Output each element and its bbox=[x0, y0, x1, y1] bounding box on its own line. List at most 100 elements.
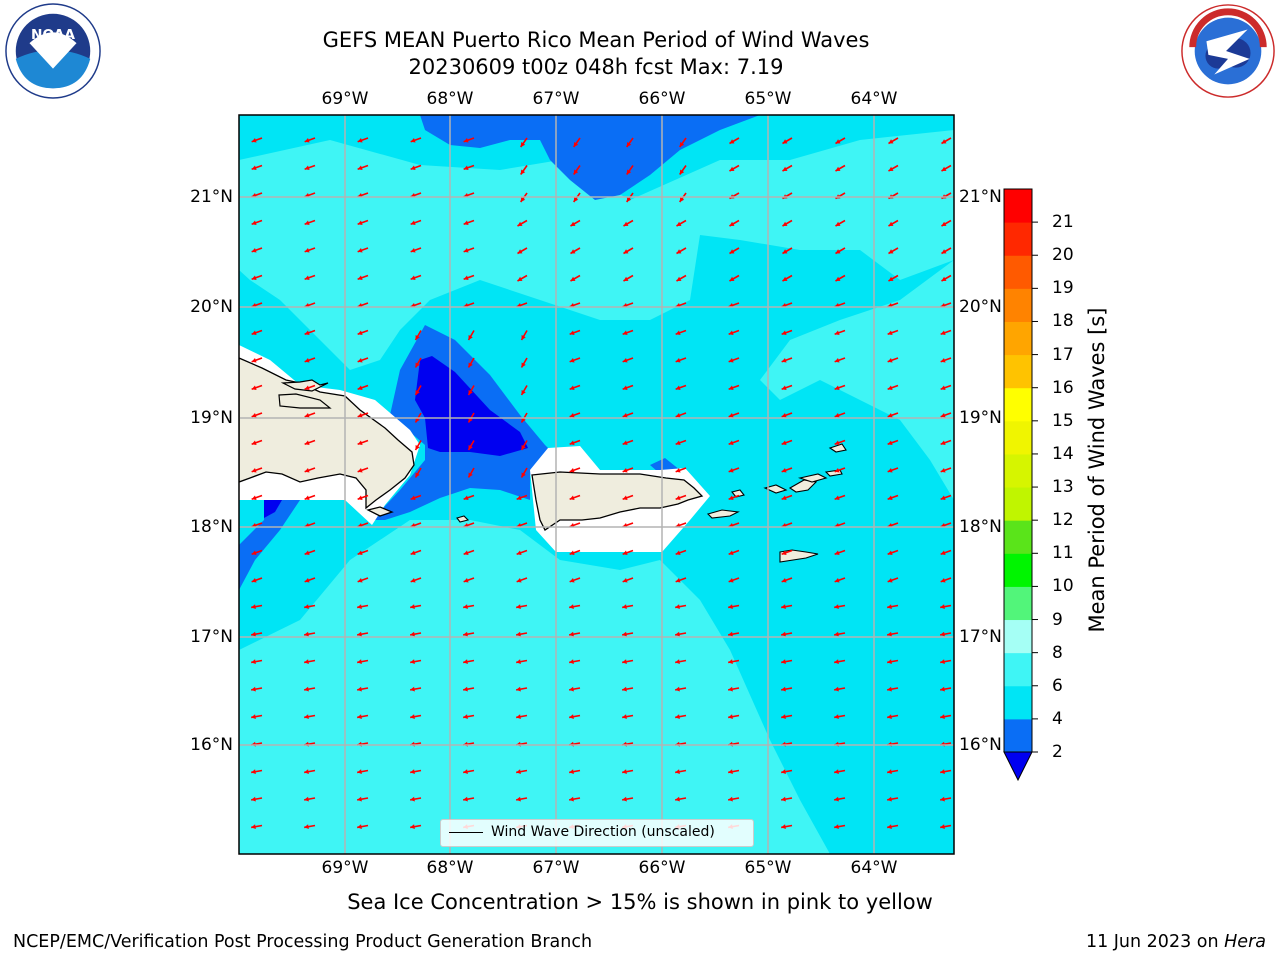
wind-wave-arrow bbox=[516, 659, 528, 665]
wind-wave-arrow bbox=[675, 412, 687, 418]
wind-wave-arrow bbox=[410, 577, 422, 583]
wind-wave-arrow bbox=[782, 274, 793, 282]
footer-date-text: 11 Jun 2023 on bbox=[1085, 932, 1225, 952]
wind-wave-arrow bbox=[414, 357, 422, 368]
wind-wave-arrow bbox=[569, 439, 581, 446]
colorbar-segment bbox=[1004, 255, 1032, 289]
wind-wave-arrow bbox=[887, 549, 899, 556]
wind-wave-arrow bbox=[834, 769, 846, 775]
wind-wave-arrow bbox=[940, 439, 952, 446]
wind-wave-arrow bbox=[520, 467, 528, 478]
wind-wave-arrow bbox=[463, 494, 475, 501]
wind-wave-arrow bbox=[834, 604, 846, 610]
wind-wave-arrow bbox=[251, 769, 263, 775]
wind-wave-arrow bbox=[675, 384, 687, 391]
wind-wave-arrow bbox=[940, 384, 952, 391]
wind-wave-arrow bbox=[781, 467, 793, 473]
wind-wave-arrow bbox=[304, 164, 316, 171]
wind-wave-arrow bbox=[679, 137, 687, 148]
wind-wave-arrow bbox=[570, 274, 581, 282]
wind-wave-arrow bbox=[782, 137, 793, 145]
wind-wave-arrow bbox=[304, 384, 316, 391]
wind-wave-arrow bbox=[887, 439, 899, 446]
wind-wave-arrow bbox=[304, 549, 316, 556]
wind-wave-arrow bbox=[410, 494, 422, 501]
wind-wave-arrow bbox=[781, 631, 793, 637]
wind-wave-arrow bbox=[782, 164, 793, 172]
wind-wave-arrow bbox=[251, 357, 263, 363]
wind-wave-arrow bbox=[467, 440, 475, 451]
longitude-label-bottom: 65°W bbox=[744, 858, 792, 878]
wind-wave-arrow bbox=[304, 824, 316, 830]
wind-wave-arrow bbox=[516, 494, 528, 501]
wind-wave-arrow bbox=[940, 796, 952, 802]
wind-wave-arrow bbox=[679, 165, 687, 175]
colorbar-segment bbox=[1004, 718, 1032, 753]
wind-wave-arrow bbox=[516, 631, 528, 637]
wind-wave-arrow bbox=[516, 604, 528, 610]
wind-wave-arrow bbox=[251, 494, 263, 501]
wind-wave-arrow bbox=[888, 247, 899, 255]
wind-wave-arrow bbox=[728, 714, 740, 720]
wind-wave-arrow bbox=[622, 604, 634, 610]
wind-wave-arrow bbox=[834, 439, 846, 446]
wind-wave-arrow bbox=[675, 659, 687, 665]
colorbar-tick-label: 2 bbox=[1052, 742, 1063, 762]
period-field-6-8-north bbox=[239, 130, 954, 370]
wind-wave-arrow bbox=[834, 659, 846, 665]
colorbar-segment bbox=[1004, 685, 1032, 720]
wind-wave-arrow bbox=[781, 329, 793, 336]
wind-wave-arrow bbox=[516, 549, 528, 556]
wind-wave-arrow bbox=[675, 686, 687, 692]
wind-wave-arrow bbox=[729, 219, 740, 227]
wind-wave-arrow bbox=[834, 412, 846, 418]
wind-wave-arrow bbox=[304, 686, 316, 692]
wind-wave-arrow bbox=[304, 467, 316, 473]
wind-wave-arrow bbox=[251, 329, 263, 336]
wind-wave-arrow bbox=[251, 384, 263, 391]
wind-wave-arrow bbox=[781, 577, 793, 583]
wind-wave-arrow bbox=[834, 631, 846, 637]
wind-wave-arrow bbox=[516, 714, 528, 720]
wind-wave-arrow bbox=[622, 686, 634, 692]
period-field-6-8-east bbox=[760, 260, 954, 500]
noaa-logo: NOAA bbox=[5, 3, 101, 99]
wind-wave-arrow bbox=[728, 412, 740, 418]
longitude-label-bottom: 64°W bbox=[850, 858, 898, 878]
wind-wave-arrow bbox=[675, 439, 687, 446]
wind-wave-arrow bbox=[304, 659, 316, 665]
wind-wave-arrow bbox=[251, 796, 263, 802]
colorbar-tick-label: 16 bbox=[1052, 377, 1074, 398]
wind-wave-arrow bbox=[357, 329, 369, 336]
latitude-label-left: 16°N bbox=[190, 735, 233, 755]
wind-wave-arrow bbox=[728, 357, 740, 363]
latitude-label-right: 19°N bbox=[959, 408, 1002, 428]
latitude-label-right: 16°N bbox=[959, 735, 1002, 755]
wind-wave-arrow bbox=[304, 247, 316, 253]
latitude-label-right: 21°N bbox=[959, 187, 1002, 207]
map-legend: Wind Wave Direction (unscaled) bbox=[440, 819, 754, 847]
wind-wave-arrow bbox=[887, 796, 899, 802]
colorbar-tick-label: 19 bbox=[1052, 278, 1074, 299]
wind-wave-arrow bbox=[251, 714, 263, 720]
chart-subtitle: 20230609 t00z 048h fcst Max: 7.19 bbox=[408, 55, 784, 79]
longitude-label-bottom: 66°W bbox=[638, 858, 686, 878]
wind-wave-arrow bbox=[729, 164, 740, 172]
wind-wave-arrow bbox=[940, 659, 952, 665]
wind-wave-arrow bbox=[782, 247, 793, 255]
latitude-label-left: 17°N bbox=[190, 627, 233, 647]
wind-wave-arrow bbox=[676, 274, 687, 282]
wind-wave-arrow bbox=[304, 796, 316, 802]
wind-wave-arrow bbox=[463, 631, 475, 637]
wind-wave-arrow bbox=[463, 219, 475, 226]
wind-wave-arrow bbox=[304, 357, 316, 363]
land-sombrero bbox=[828, 443, 847, 453]
latitude-label-left: 20°N bbox=[190, 297, 233, 317]
wind-wave-arrow bbox=[940, 604, 952, 610]
footer-machine: Hera bbox=[1224, 932, 1266, 952]
wind-wave-arrow bbox=[304, 714, 316, 720]
wind-wave-arrow bbox=[675, 604, 687, 610]
wind-wave-arrow bbox=[251, 439, 263, 446]
wind-wave-arrow bbox=[676, 219, 687, 227]
